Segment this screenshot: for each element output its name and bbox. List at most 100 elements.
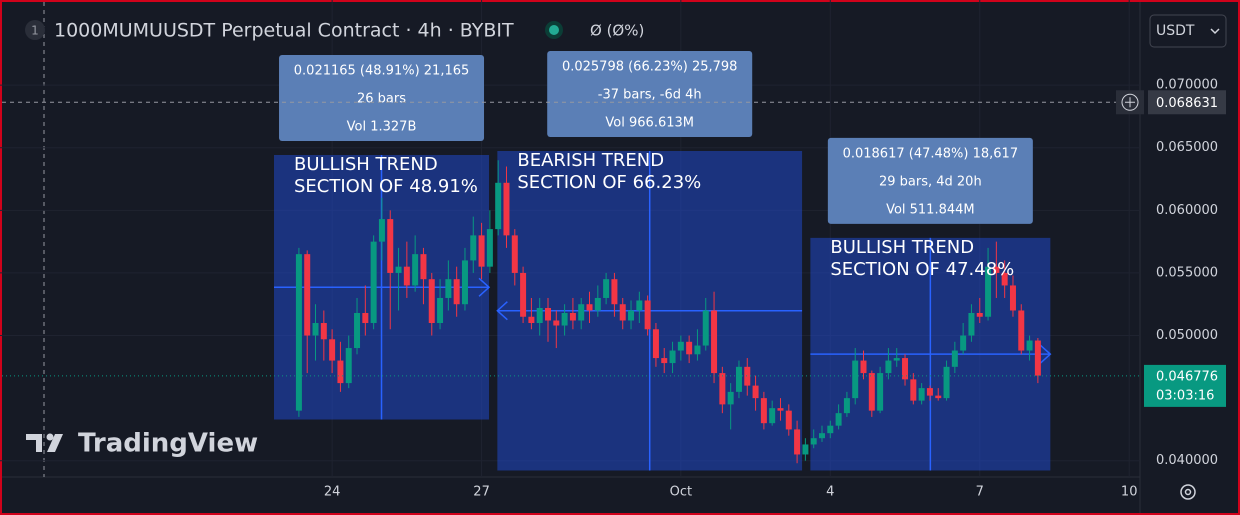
range-arrow: [478, 277, 491, 297]
candle-body: [686, 341, 693, 355]
candle-body: [794, 429, 801, 455]
x-tick-label: Oct: [670, 485, 692, 500]
currency-select[interactable]: [1149, 14, 1227, 48]
range-info: 26 bars: [357, 91, 406, 106]
candle-body: [412, 254, 419, 286]
x-tick-label: 10: [1121, 485, 1138, 500]
candle-body: [569, 312, 576, 321]
candle-body: [644, 300, 651, 330]
candle-body: [420, 254, 427, 280]
range-info-box: [547, 50, 753, 137]
candle-body: [437, 297, 444, 324]
range-info: 0.018617 (47.48%) 18,617: [843, 146, 1019, 161]
candle-body: [1009, 285, 1016, 311]
candle-body: [320, 323, 327, 340]
y-tick-label: 0.040000: [1156, 453, 1218, 468]
candle-body: [993, 266, 1000, 273]
candle-body: [735, 366, 742, 392]
candle-body: [785, 410, 792, 430]
candle-body: [661, 358, 668, 364]
candles: [295, 160, 1041, 464]
candle-body: [769, 408, 776, 424]
watermark-logo: [26, 433, 63, 452]
candle-body: [329, 339, 336, 361]
candle-body: [902, 358, 909, 380]
candle-body: [337, 360, 344, 384]
crosshair-price-bg: [1148, 90, 1226, 115]
candle-body: [511, 235, 518, 273]
candle-body: [619, 304, 626, 321]
candle-body: [677, 341, 684, 351]
candle-body: [561, 312, 568, 326]
candle-body: [893, 358, 900, 361]
candle-body: [304, 254, 311, 336]
candle-body: [752, 385, 759, 399]
candle-body: [470, 235, 477, 261]
candle-body: [877, 373, 884, 411]
candle-body: [652, 329, 659, 359]
crosshair-plus-sign: [1125, 97, 1135, 108]
range-info: -37 bars, -6d 4h: [598, 87, 702, 102]
candle-body: [976, 312, 983, 317]
x-tick-label: 4: [826, 485, 834, 500]
countdown: 03:03:16: [1156, 388, 1214, 403]
candle-body: [968, 312, 975, 336]
candle-body: [345, 348, 352, 384]
last-price-bg: [1144, 364, 1226, 407]
settings-icon[interactable]: [1180, 484, 1196, 500]
candle-body: [387, 219, 394, 273]
candle-body: [985, 266, 992, 317]
candle-body: [503, 182, 510, 236]
candle-body: [669, 350, 676, 364]
range-label: SECTION OF 47.48%: [830, 259, 1014, 280]
candle-body: [544, 307, 551, 321]
candle-body: [636, 300, 643, 311]
range-info: Vol 511.844M: [886, 202, 975, 217]
range-label: SECTION OF 48.91%: [294, 176, 478, 197]
candle-body: [777, 408, 784, 411]
candle-body: [935, 395, 942, 399]
candle-body: [843, 398, 850, 414]
y-tick-label: 0.050000: [1156, 328, 1218, 343]
range-label: BEARISH TREND: [517, 150, 664, 171]
candle-body: [553, 320, 560, 326]
range-info: 0.025798 (66.23%) 25,798: [562, 59, 738, 74]
x-tick-label: 24: [324, 485, 341, 500]
watermark: TradingView: [78, 429, 258, 459]
candle-body: [486, 229, 493, 267]
y-tick-label: 0.060000: [1156, 203, 1218, 218]
range-arrow: [496, 301, 508, 321]
x-tick-label: 7: [976, 485, 984, 500]
range-label: BULLISH TREND: [830, 237, 974, 258]
candle-body: [520, 272, 527, 317]
candle-body: [719, 373, 726, 405]
candle-body: [536, 307, 543, 324]
change: Ø (Ø%): [590, 22, 644, 40]
candle-body: [495, 182, 502, 230]
currency[interactable]: USDT: [1156, 23, 1195, 39]
y-tick-label: 0.055000: [1156, 265, 1218, 280]
candle-body: [445, 279, 452, 298]
candle-body: [528, 316, 535, 324]
candle-body: [295, 254, 302, 411]
candle-body: [594, 297, 601, 311]
candle-body: [628, 310, 635, 321]
candle-body: [744, 366, 751, 386]
range-label: SECTION OF 66.23%: [517, 172, 701, 193]
range-arrow: [1039, 344, 1052, 364]
candle-body: [702, 310, 709, 346]
x-tick-label: 27: [473, 485, 490, 500]
candle-body: [827, 425, 834, 434]
candle-body: [960, 335, 967, 351]
range-info: Vol 966.613M: [605, 115, 694, 130]
badge-bg: [25, 20, 45, 40]
candle-body: [578, 304, 585, 321]
y-tick-label: 0.070000: [1156, 78, 1218, 93]
candle-body: [727, 391, 734, 405]
candle-body: [852, 360, 859, 399]
candle-body: [362, 312, 369, 324]
candle-body: [711, 310, 718, 374]
candle-body: [1026, 340, 1033, 351]
